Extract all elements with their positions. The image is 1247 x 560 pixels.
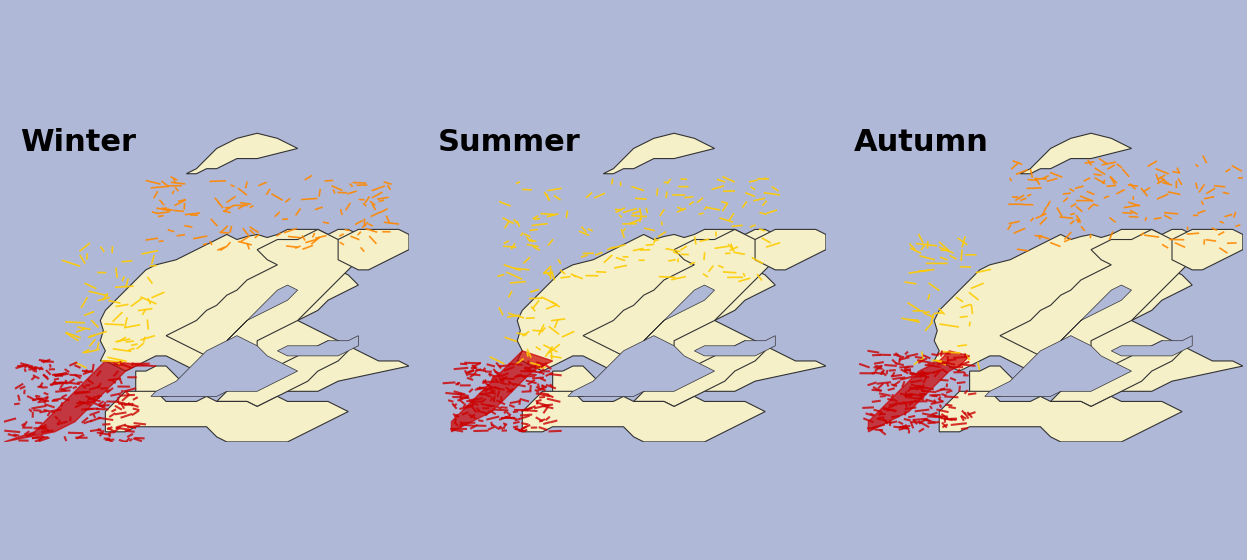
Polygon shape xyxy=(100,230,409,393)
Polygon shape xyxy=(522,391,766,442)
Polygon shape xyxy=(695,335,776,356)
Polygon shape xyxy=(643,285,715,340)
Polygon shape xyxy=(227,285,298,340)
Polygon shape xyxy=(105,391,348,442)
Polygon shape xyxy=(1172,230,1243,270)
Text: Summer: Summer xyxy=(438,128,580,157)
Polygon shape xyxy=(166,230,358,361)
Text: Autumn: Autumn xyxy=(854,128,989,157)
Polygon shape xyxy=(518,230,826,393)
Polygon shape xyxy=(1061,285,1131,340)
Polygon shape xyxy=(338,230,409,270)
Polygon shape xyxy=(970,366,1015,396)
Polygon shape xyxy=(1000,230,1192,361)
Polygon shape xyxy=(584,230,776,361)
Polygon shape xyxy=(217,340,348,407)
Polygon shape xyxy=(934,230,1243,393)
Polygon shape xyxy=(552,366,599,396)
Polygon shape xyxy=(277,335,358,356)
Polygon shape xyxy=(567,335,715,396)
Polygon shape xyxy=(604,133,715,174)
Polygon shape xyxy=(754,230,826,270)
Polygon shape xyxy=(136,366,181,396)
Polygon shape xyxy=(939,391,1182,442)
Text: Winter: Winter xyxy=(20,128,136,157)
Polygon shape xyxy=(1050,340,1182,407)
Polygon shape xyxy=(4,361,156,442)
Polygon shape xyxy=(985,335,1131,396)
Polygon shape xyxy=(151,335,298,396)
Polygon shape xyxy=(1111,335,1192,356)
Polygon shape xyxy=(633,340,766,407)
Polygon shape xyxy=(1020,133,1131,174)
Polygon shape xyxy=(186,133,298,174)
Polygon shape xyxy=(451,351,552,432)
Polygon shape xyxy=(868,351,970,432)
